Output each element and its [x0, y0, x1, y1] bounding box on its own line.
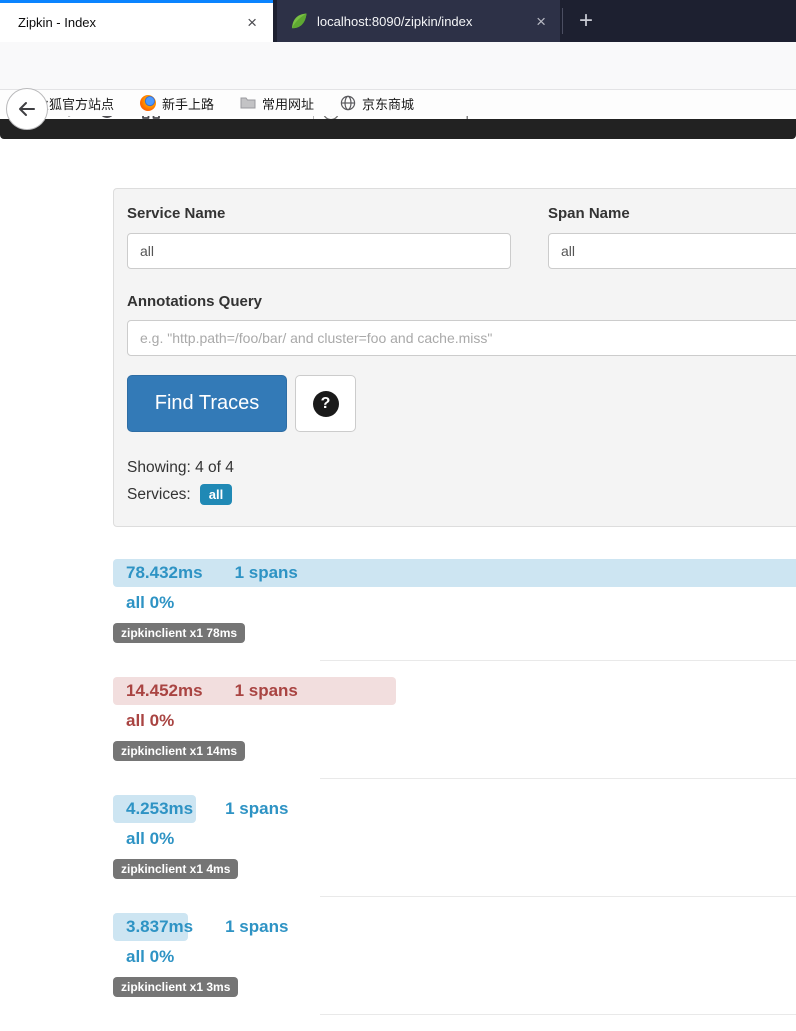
trace-duration: 4.253ms: [126, 799, 194, 818]
trace-list: 78.432ms 1 spans all 0% zipkinclient x1 …: [113, 559, 796, 1031]
bookmark-label: 新手上路: [162, 96, 215, 112]
trace-duration-bar: [113, 795, 197, 823]
trace-service-percent: all 0%: [126, 593, 175, 612]
bookmark-item[interactable]: 京东商城: [340, 94, 414, 113]
trace-span-count: 1 spans: [234, 563, 298, 582]
help-button[interactable]: ?: [295, 375, 356, 432]
question-mark-icon: ?: [312, 390, 339, 417]
back-arrow-icon: [19, 102, 35, 116]
bookmark-item[interactable]: 新手上路: [140, 94, 214, 113]
close-icon[interactable]: ×: [536, 11, 546, 31]
folder-icon: [240, 97, 256, 109]
trace-duration: 3.837ms: [126, 917, 194, 936]
back-button[interactable]: [6, 88, 48, 130]
tab-title: Zipkin - Index: [18, 15, 97, 30]
browser-tab-bar: Zipkin - Index × localhost:8090/zipkin/i…: [0, 0, 796, 42]
trace-service-percent: all 0%: [126, 947, 175, 966]
trace-duration-bar: [113, 913, 189, 941]
zipkin-navbar: [0, 119, 796, 139]
trace-service-badge: zipkinclient x1 78ms: [113, 623, 246, 643]
trace-header: 78.432ms 1 spans: [113, 559, 796, 587]
trace-span-count: 1 spans: [225, 917, 289, 936]
new-tab-button[interactable]: +: [578, 7, 593, 34]
trace-row[interactable]: 3.837ms 1 spans all 0% zipkinclient x1 3…: [113, 913, 796, 1015]
trace-row[interactable]: 14.452ms 1 spans all 0% zipkinclient x1 …: [113, 677, 796, 779]
trace-span-count: 1 spans: [234, 681, 298, 700]
annotations-query-label: Annotations Query: [127, 293, 263, 310]
search-panel: Service Name Span Name Annotations Query…: [113, 188, 796, 527]
browser-toolbar: localhost:9090/zipkin/?serviceName=all&l…: [0, 42, 796, 130]
trace-duration-bar: [113, 559, 796, 587]
tab-title: localhost:8090/zipkin/index: [317, 13, 473, 29]
tab-zipkin-index[interactable]: Zipkin - Index ×: [0, 0, 273, 42]
bookmark-label: 京东商城: [362, 96, 415, 112]
annotations-query-input[interactable]: [127, 320, 796, 356]
trace-service-badge: zipkinclient x1 3ms: [113, 977, 239, 997]
tab-bar-divider: [562, 8, 563, 34]
trace-header: 4.253ms 1 spans: [113, 795, 796, 823]
span-name-input[interactable]: [548, 233, 796, 269]
trace-span-count: 1 spans: [225, 799, 289, 818]
services-label: Services:: [127, 485, 191, 503]
showing-count: Showing: 4 of 4: [127, 459, 234, 476]
bookmarks-bar: 火狐官方站点 新手上路 常用网址 京东商城: [0, 90, 796, 116]
tab-localhost-8090[interactable]: localhost:8090/zipkin/index ×: [277, 0, 560, 42]
find-traces-button[interactable]: Find Traces: [127, 375, 287, 432]
services-line: Services: all: [127, 484, 233, 505]
firefox-icon: [140, 95, 157, 111]
trace-divider: [320, 1014, 796, 1015]
globe-icon: [340, 95, 356, 111]
spring-leaf-icon: [291, 13, 307, 29]
trace-service-percent: all 0%: [126, 829, 175, 848]
trace-row[interactable]: 4.253ms 1 spans all 0% zipkinclient x1 4…: [113, 795, 796, 897]
trace-service-badge: zipkinclient x1 14ms: [113, 741, 246, 761]
trace-service-percent: all 0%: [126, 711, 175, 730]
service-name-input[interactable]: [127, 233, 511, 269]
trace-row[interactable]: 78.432ms 1 spans all 0% zipkinclient x1 …: [113, 559, 796, 661]
trace-duration: 78.432ms: [126, 563, 203, 582]
bookmark-item[interactable]: 常用网址: [240, 94, 314, 113]
trace-header: 3.837ms 1 spans: [113, 913, 796, 941]
trace-divider: [320, 778, 796, 779]
trace-service-badge: zipkinclient x1 4ms: [113, 859, 239, 879]
service-name-label: Service Name: [127, 205, 226, 222]
trace-divider: [320, 660, 796, 661]
bookmark-label: 常用网址: [262, 96, 315, 112]
span-name-label: Span Name: [548, 205, 630, 222]
trace-header: 14.452ms 1 spans: [113, 677, 796, 705]
trace-duration-bar: [113, 677, 397, 705]
trace-divider: [320, 896, 796, 897]
trace-duration: 14.452ms: [126, 681, 203, 700]
bookmark-label: 火狐官方站点: [36, 96, 115, 112]
close-icon[interactable]: ×: [247, 13, 257, 32]
service-filter-badge[interactable]: all: [199, 484, 233, 505]
